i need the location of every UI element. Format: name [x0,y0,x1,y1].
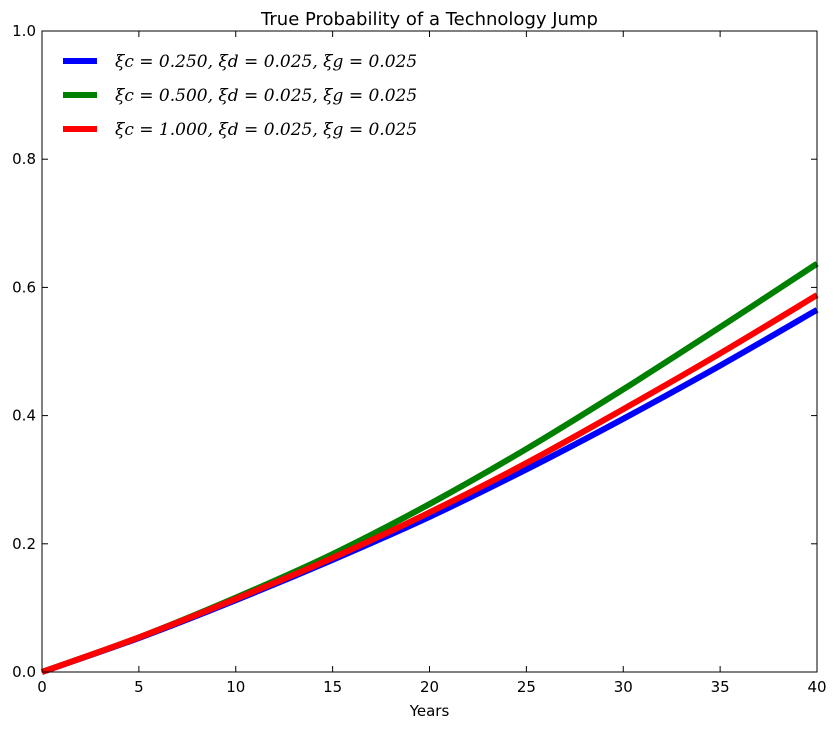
y-axis: 0.0 0.2 0.4 0.6 0.8 1.0 [12,22,817,681]
x-tick-label: 10 [226,678,245,696]
x-tick-label: 25 [517,678,536,696]
legend-label-2: ξc = 0.500, ξd = 0.025, ξg = 0.025 [115,86,417,106]
y-tick-label: 0.8 [12,150,36,168]
x-axis-label: Years [409,702,450,720]
series-line-2 [40,261,819,675]
x-tick-label: 15 [323,678,342,696]
legend-label-1: ξc = 0.250, ξd = 0.025, ξg = 0.025 [115,52,417,72]
series-line-3 [40,292,819,675]
legend: ξc = 0.250, ξd = 0.025, ξg = 0.025 ξc = 0… [63,52,417,140]
y-tick-label: 0.6 [12,278,36,296]
y-tick-label: 1.0 [12,22,36,40]
x-tick-label: 35 [711,678,730,696]
x-tick-label: 5 [134,678,144,696]
x-tick-label: 40 [807,678,826,696]
x-axis: 0 5 10 15 20 25 30 35 40 [37,31,827,696]
y-tick-label: 0.2 [12,535,36,553]
x-tick-label: 30 [614,678,633,696]
y-tick-label: 0.4 [12,407,36,425]
legend-label-3: ξc = 1.000, ξd = 0.025, ξg = 0.025 [115,120,417,140]
plot-lines [40,261,819,675]
y-tick-label: 0.0 [12,663,36,681]
x-tick-label: 0 [37,678,47,696]
x-tick-label: 20 [420,678,439,696]
chart-title: True Probability of a Technology Jump [260,9,598,30]
